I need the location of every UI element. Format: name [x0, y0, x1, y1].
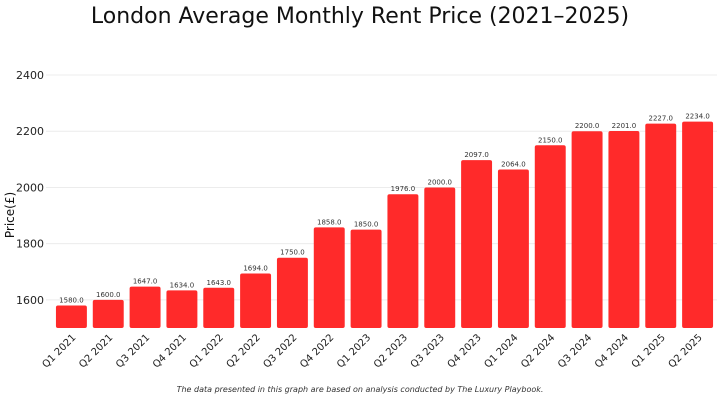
bar — [608, 130, 640, 328]
x-tick-label: Q4 2021 — [151, 332, 189, 370]
bar — [387, 194, 419, 328]
chart-title: London Average Monthly Rent Price (2021–… — [90, 4, 630, 29]
data-label: 2150.0 — [538, 136, 563, 144]
bar — [682, 121, 714, 328]
y-tick-label: 1800 — [16, 238, 44, 251]
data-label: 1858.0 — [317, 218, 342, 226]
x-tick-label: Q2 2025 — [667, 332, 705, 370]
x-tick-label: Q3 2022 — [261, 332, 299, 370]
data-label: 2000.0 — [428, 178, 453, 186]
data-label: 1580.0 — [59, 297, 84, 305]
bar — [92, 299, 124, 328]
x-tick-label: Q4 2024 — [593, 332, 631, 370]
x-tick-label: Q3 2021 — [114, 332, 152, 370]
x-tick-label: Q4 2022 — [298, 332, 336, 370]
y-tick-label: 1600 — [16, 294, 44, 307]
x-tick-label: Q1 2021 — [40, 332, 78, 370]
chart-footnote: The data presented in this graph are bas… — [176, 385, 544, 394]
bar — [461, 160, 493, 328]
data-label: 2201.0 — [612, 122, 637, 130]
bar — [166, 290, 198, 328]
bar — [424, 187, 456, 328]
data-label: 2227.0 — [649, 115, 674, 123]
x-tick-label: Q1 2022 — [188, 332, 226, 370]
x-tick-label: Q1 2023 — [335, 332, 373, 370]
data-label: 2097.0 — [464, 151, 489, 159]
x-tick-label: Q3 2023 — [409, 332, 447, 370]
data-label: 1850.0 — [354, 221, 379, 229]
data-label: 1600.0 — [96, 291, 121, 299]
y-tick-label: 2400 — [16, 69, 44, 82]
bar — [497, 169, 529, 328]
data-label: 1634.0 — [170, 281, 195, 289]
data-label: 1750.0 — [280, 249, 305, 257]
data-label: 1694.0 — [243, 264, 268, 272]
bar — [276, 257, 308, 328]
y-tick-label: 2200 — [16, 125, 44, 138]
data-label: 2234.0 — [685, 113, 710, 121]
bar — [240, 273, 272, 328]
bar — [55, 305, 87, 328]
x-tick-label: Q2 2023 — [372, 332, 410, 370]
x-tick-label: Q2 2024 — [519, 332, 557, 370]
x-tick-label: Q3 2024 — [556, 332, 594, 370]
x-tick-label: Q1 2025 — [630, 332, 668, 370]
x-tick-label: Q4 2023 — [446, 332, 484, 370]
bar — [313, 227, 345, 328]
x-tick-label: Q1 2024 — [482, 332, 520, 370]
data-label: 1647.0 — [133, 278, 158, 286]
x-tick-label: Q2 2022 — [225, 332, 263, 370]
y-axis-label: Price(£) — [3, 192, 17, 238]
data-label: 1976.0 — [391, 185, 416, 193]
data-label: 2064.0 — [501, 160, 526, 168]
bar — [129, 286, 161, 328]
data-label: 2200.0 — [575, 122, 600, 130]
bar — [534, 145, 566, 328]
bar — [645, 123, 677, 328]
bar — [571, 131, 603, 328]
bar — [203, 287, 235, 328]
x-tick-label: Q2 2021 — [77, 332, 115, 370]
y-tick-label: 2000 — [16, 181, 44, 194]
data-label: 1643.0 — [207, 279, 232, 287]
bar — [350, 229, 382, 328]
